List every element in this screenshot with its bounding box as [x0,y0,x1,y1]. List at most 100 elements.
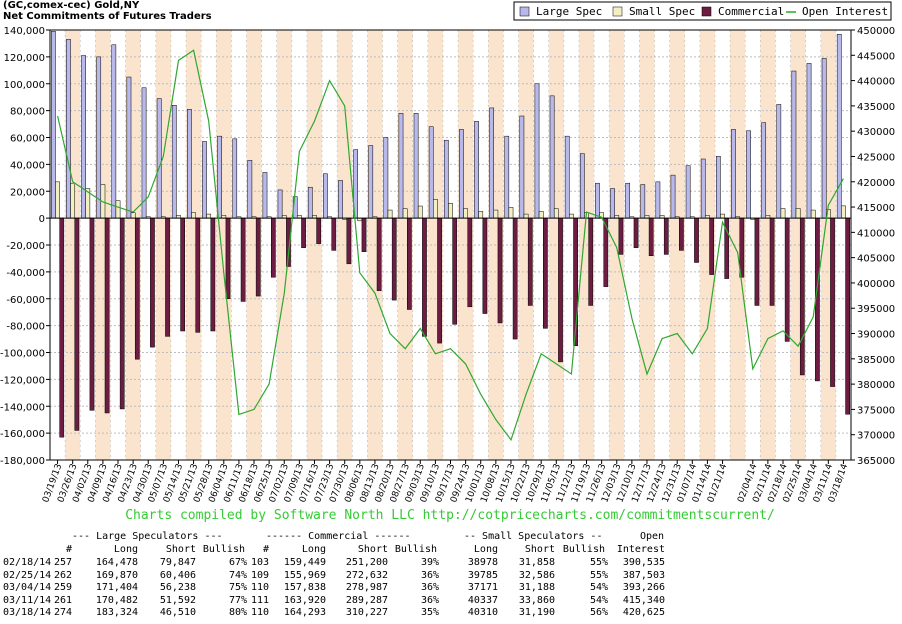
table-cell: 169,870 [95,569,138,581]
chart-symbol-title: (GC,comex-cec) Gold,NY [3,0,140,11]
group-header-commercial: ------ Commercial ------ [266,531,411,542]
table-cell: 387,503 [622,569,665,581]
large-spec-bar [307,186,313,219]
large-spec-bar [428,126,434,219]
row-date-cell: 03/18/14 [3,607,52,618]
table-cell: 111 [250,594,269,606]
table-cell: 79,847 [159,557,196,568]
large-spec-bar [66,39,71,219]
column-header: # [65,544,72,555]
group-header-large-spec: --- Large Speculators --- [72,531,223,542]
column-header: Bullish [562,544,605,555]
commercial-bar [104,217,110,414]
table-cell: 170,482 [95,594,138,606]
large-spec-bar [670,174,676,219]
table-cell: 36% [421,582,440,593]
small-spec-bar [206,213,212,219]
small-spec-bar [478,211,484,219]
right-axis-tick-label: 435000 [857,102,895,113]
commercial-bar [512,217,518,340]
table-cell: 80% [229,607,248,618]
legend-swatch-large-spec [519,6,530,17]
left-axis-tick-label: 0 [39,214,45,225]
column-header: Long [301,544,326,555]
commercial-bar [165,217,170,337]
left-axis-tick-label: -140,000 [0,402,45,413]
large-spec-bar [610,188,615,219]
right-axis-tick-label: 390000 [857,330,895,341]
right-axis-tick-label: 415000 [857,203,895,214]
small-spec-bar [417,205,423,219]
commercial-bar [663,217,669,255]
commercial-bar [119,217,125,410]
table-cell: 36% [421,569,440,581]
table-cell: 54% [590,594,609,606]
commercial-bar [255,217,261,297]
table-cell: 155,969 [283,569,326,581]
large-spec-bar [534,83,540,219]
small-spec-bar [493,209,499,219]
table-cell: 274 [53,607,72,618]
table-cell: 183,324 [95,607,138,618]
table-cell: 60,406 [159,569,196,581]
left-axis-tick-label: -20,000 [6,241,45,252]
large-spec-bar [579,153,585,219]
commercial-bar [799,217,805,376]
table-row: 03/18/14 274 183,324 46,510 80% 110 164,293 310… [0,607,902,619]
right-axis-tick-label: 440000 [857,77,895,88]
small-spec-bar [448,203,453,219]
small-spec-bar [55,181,60,219]
table-cell: 32,586 [518,569,555,581]
commercial-bar [739,217,745,278]
right-axis-tick-label: 450000 [857,26,895,37]
commercial-bar [437,217,442,344]
table-cell: 251,200 [345,557,388,568]
left-axis-tick-label: -100,000 [0,349,45,360]
commercial-bar [618,217,624,255]
commercial-bar [694,217,699,263]
commercial-bar [391,217,397,301]
legend-swatch-small-spec [612,6,623,17]
table-cell: 39785 [467,569,498,581]
large-spec-bar [761,122,767,219]
table-cell: 109 [250,569,269,581]
table-cell: 171,404 [95,582,138,593]
large-spec-bar [323,173,328,219]
commercial-bar [134,217,140,360]
table-cell: 272,632 [345,569,388,581]
table-cell: 164,293 [283,607,326,618]
commercial-bar [361,217,367,252]
large-spec-bar [489,107,494,219]
table-cell: 37171 [467,582,498,593]
large-spec-bar [806,63,812,219]
small-spec-bar [795,208,801,219]
column-header: Bullish [202,544,245,555]
table-cell: 67% [229,557,248,568]
left-axis-tick-label: 120,000 [4,53,45,64]
large-spec-bar [776,104,782,219]
commercial-bar [376,217,382,291]
column-header: Short [524,544,555,555]
large-spec-bar [232,138,238,219]
commercial-bar [784,217,790,342]
right-axis-tick-label: 420000 [857,178,895,189]
table-cell: 163,920 [283,594,326,606]
large-spec-bar [595,182,600,219]
large-spec-bar [413,113,419,219]
table-cell: 31,858 [518,557,555,568]
small-spec-bar [433,199,438,219]
large-spec-bar [383,137,389,219]
table-cell: 159,449 [283,557,326,568]
small-spec-bar [387,209,393,219]
week-band [337,30,353,460]
commercial-bar [150,217,155,348]
small-spec-bar [538,211,544,219]
right-axis-tick-label: 410000 [857,228,895,239]
commercial-bar [270,217,276,278]
table-cell: 103 [250,557,269,568]
small-spec-bar [720,213,725,219]
large-spec-bar [700,158,706,219]
table-cell: 31,190 [518,607,555,618]
commercial-bar [558,217,563,363]
week-band [669,30,685,460]
